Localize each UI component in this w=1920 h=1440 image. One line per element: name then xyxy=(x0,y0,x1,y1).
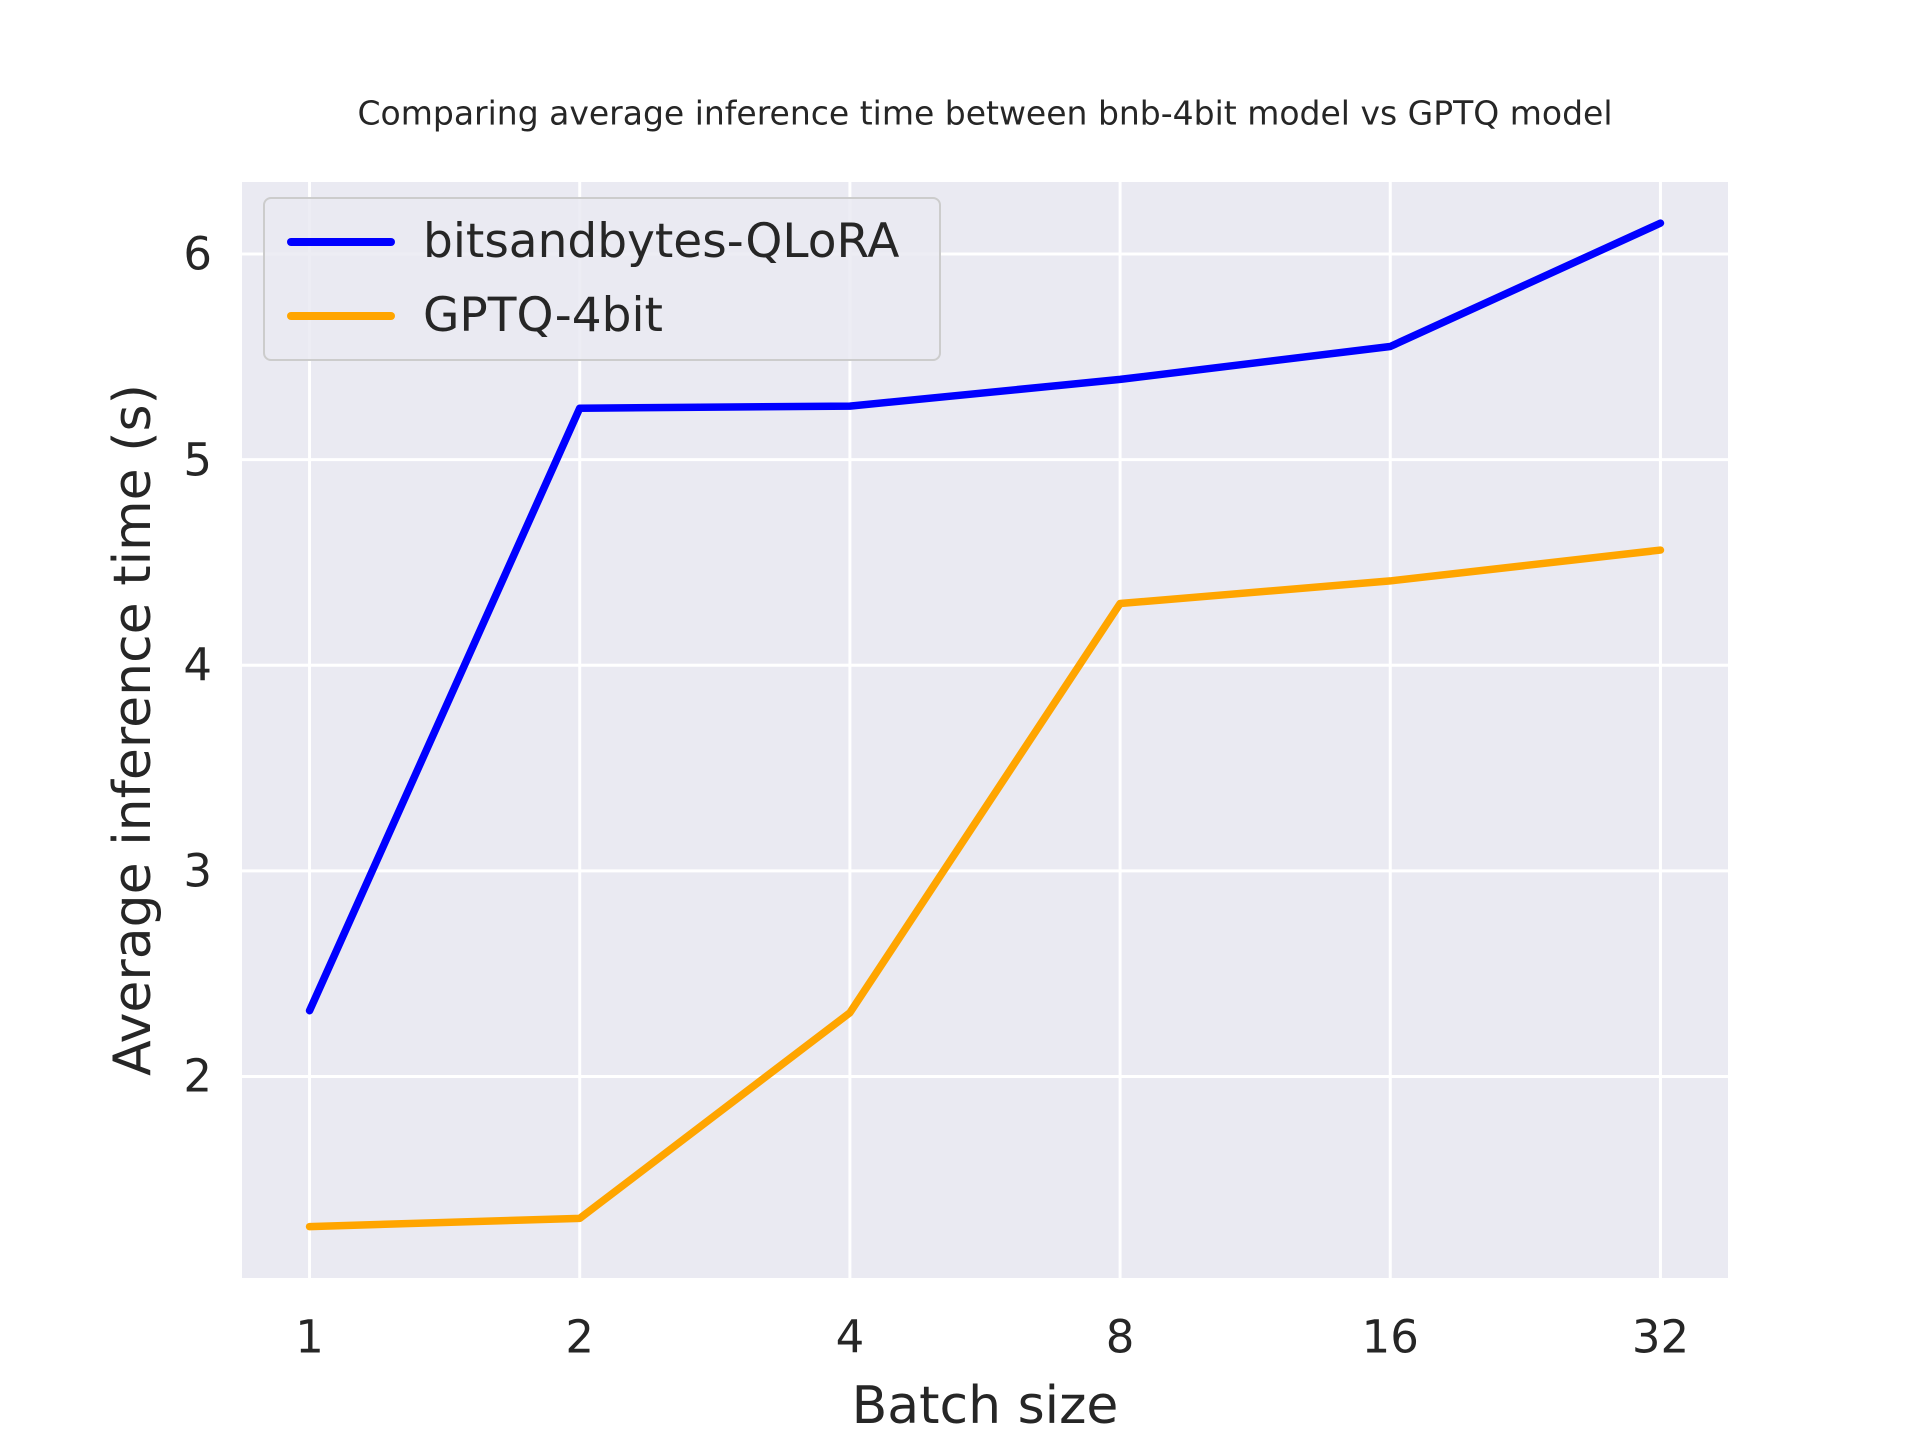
y-tick-label: 3 xyxy=(183,844,212,898)
legend-item: GPTQ-4bit xyxy=(287,288,899,344)
plot-area xyxy=(242,182,1728,1278)
chart-title: Comparing average inference time between… xyxy=(357,93,1613,133)
legend-label: bitsandbytes-QLoRA xyxy=(423,214,900,269)
y-axis-label: Average inference time (s) xyxy=(103,384,163,1076)
legend-label: GPTQ-4bit xyxy=(423,288,663,344)
legend-line-swatch xyxy=(287,238,395,247)
x-tick-label: 16 xyxy=(1361,1310,1419,1364)
legend-item: bitsandbytes-QLoRA xyxy=(287,214,900,269)
series-line-gptq-4bit xyxy=(305,546,1665,1231)
x-tick-label: 2 xyxy=(565,1310,595,1364)
x-tick-label: 1 xyxy=(295,1310,324,1364)
legend-line-swatch xyxy=(287,312,395,321)
x-axis-label: Batch size xyxy=(851,1376,1119,1436)
y-tick-label: 6 xyxy=(183,227,212,281)
line-chart-svg xyxy=(242,182,1728,1278)
x-tick-label: 8 xyxy=(1105,1310,1135,1364)
legend: bitsandbytes-QLoRA GPTQ-4bit xyxy=(263,197,942,362)
series-line-bitsandbytes-qlora xyxy=(305,219,1665,1015)
plot-background xyxy=(242,182,1728,1278)
y-tick-label: 4 xyxy=(183,638,212,692)
y-tick-label: 2 xyxy=(183,1049,212,1103)
x-tick-label: 32 xyxy=(1631,1310,1690,1364)
x-tick-label: 4 xyxy=(835,1310,865,1364)
y-tick-label: 5 xyxy=(183,433,212,487)
